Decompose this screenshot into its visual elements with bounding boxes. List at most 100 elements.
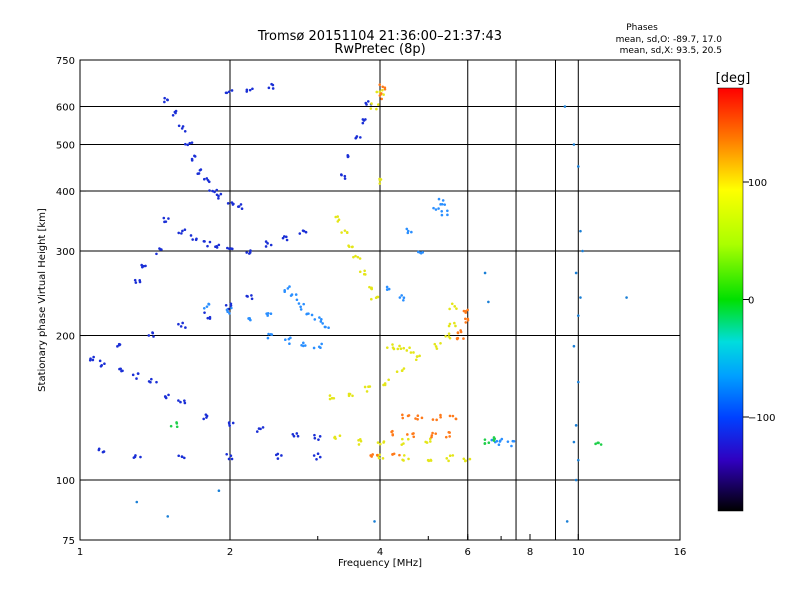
data-point — [414, 358, 418, 362]
data-point — [375, 107, 378, 111]
x-tick-label: 4 — [377, 547, 383, 558]
data-point — [175, 425, 179, 429]
data-point — [299, 308, 303, 311]
data-point — [348, 392, 352, 396]
data-point — [416, 418, 419, 421]
y-tick-label: 300 — [56, 247, 75, 258]
data-point — [184, 142, 187, 146]
data-point — [434, 345, 438, 348]
data-point — [302, 341, 305, 345]
data-point — [336, 220, 340, 223]
data-point — [245, 251, 248, 254]
data-point — [599, 443, 603, 446]
colorbar-tick-label: −100 — [748, 413, 775, 424]
axis-ticks: 1 2 4 6 8 10 16 75 100 200 300 400 500 600 750 — [56, 56, 686, 558]
data-point — [155, 252, 158, 256]
data-point — [392, 347, 396, 351]
data-point — [199, 168, 203, 171]
data-point — [324, 325, 327, 329]
data-point — [444, 335, 447, 338]
data-point — [466, 308, 469, 312]
data-point — [317, 438, 320, 441]
data-point — [400, 294, 403, 297]
data-point — [197, 172, 201, 175]
data-point — [202, 417, 205, 421]
data-point — [177, 231, 181, 235]
data-point — [402, 296, 406, 300]
data-point — [421, 251, 425, 254]
data-point — [407, 457, 410, 461]
data-point — [205, 305, 209, 308]
data-point — [202, 177, 206, 181]
data-point — [434, 208, 438, 211]
data-point — [270, 333, 274, 336]
data-point — [250, 294, 253, 297]
data-point — [230, 201, 234, 204]
data-point — [217, 243, 221, 247]
colorbar-scale — [717, 87, 744, 512]
data-point — [288, 342, 291, 346]
data-point — [162, 216, 166, 220]
data-point — [365, 390, 369, 393]
data-point — [340, 231, 343, 234]
data-point — [227, 421, 231, 424]
data-point — [295, 432, 299, 435]
data-point — [392, 452, 396, 456]
data-point — [274, 453, 278, 457]
data-point — [284, 235, 288, 239]
data-point — [574, 271, 578, 275]
data-point — [574, 424, 578, 427]
data-point — [180, 455, 184, 458]
data-point — [280, 454, 283, 457]
data-point — [464, 317, 467, 321]
data-point — [370, 102, 373, 105]
data-point — [177, 124, 181, 128]
data-point — [328, 394, 332, 397]
data-point — [402, 454, 406, 457]
data-point — [193, 155, 197, 158]
data-point — [432, 206, 435, 210]
data-point — [468, 457, 472, 461]
data-point — [406, 433, 409, 436]
data-point — [415, 355, 419, 358]
data-point — [139, 455, 142, 459]
data-point — [399, 347, 403, 351]
data-point — [266, 242, 269, 245]
data-point — [363, 269, 366, 273]
data-point — [310, 313, 314, 317]
data-point — [406, 437, 410, 441]
data-point — [441, 199, 445, 202]
data-point — [247, 317, 250, 320]
data-point — [327, 326, 330, 330]
data-point — [255, 430, 259, 433]
data-point — [440, 213, 444, 217]
data-point — [188, 141, 192, 145]
data-point — [333, 436, 336, 439]
y-tick-label: 100 — [56, 476, 75, 487]
data-point — [231, 421, 235, 425]
data-point — [239, 203, 243, 206]
data-point — [418, 354, 421, 358]
data-point — [402, 346, 406, 350]
data-point — [596, 441, 600, 445]
data-point — [483, 271, 487, 275]
data-point — [155, 380, 158, 384]
data-point — [446, 213, 449, 217]
x-tick-label: 16 — [674, 547, 687, 558]
data-point — [352, 255, 355, 259]
data-point — [343, 177, 347, 180]
data-point — [356, 255, 360, 259]
data-point — [135, 377, 138, 380]
data-point — [264, 245, 268, 248]
chart-header: Tromsø 20151104 21:36:00–21:37:43 RwPret… — [257, 23, 722, 57]
data-point — [189, 234, 193, 237]
data-point — [267, 332, 270, 336]
data-point — [375, 453, 379, 457]
data-point — [343, 229, 347, 232]
data-point — [213, 190, 216, 194]
data-point — [315, 457, 318, 461]
data-point — [370, 455, 373, 458]
data-point — [420, 416, 424, 420]
data-point — [576, 314, 580, 317]
data-point — [163, 100, 166, 104]
